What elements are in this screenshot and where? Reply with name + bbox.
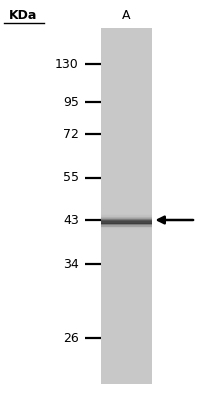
Bar xyxy=(101,224,152,225)
Text: 26: 26 xyxy=(63,332,79,344)
Bar xyxy=(101,227,152,228)
Text: 55: 55 xyxy=(63,172,79,184)
Bar xyxy=(101,214,152,215)
Bar xyxy=(101,225,152,226)
Text: 34: 34 xyxy=(63,258,79,270)
Bar xyxy=(101,223,152,224)
Bar xyxy=(101,216,152,217)
Text: 130: 130 xyxy=(55,58,79,70)
Bar xyxy=(101,221,152,222)
Bar xyxy=(101,220,152,221)
Bar xyxy=(101,229,152,230)
Text: KDa: KDa xyxy=(9,9,37,22)
Text: 43: 43 xyxy=(63,214,79,226)
Bar xyxy=(101,219,152,220)
Bar xyxy=(101,28,152,384)
Bar xyxy=(101,222,152,223)
Text: A: A xyxy=(122,9,130,22)
Text: 95: 95 xyxy=(63,96,79,108)
Bar xyxy=(101,217,152,218)
Text: 72: 72 xyxy=(63,128,79,140)
Bar xyxy=(101,224,152,225)
Bar xyxy=(101,226,152,227)
Bar xyxy=(101,228,152,229)
Bar xyxy=(101,218,152,219)
Bar xyxy=(101,217,152,218)
Bar xyxy=(101,215,152,216)
Bar xyxy=(101,225,152,226)
